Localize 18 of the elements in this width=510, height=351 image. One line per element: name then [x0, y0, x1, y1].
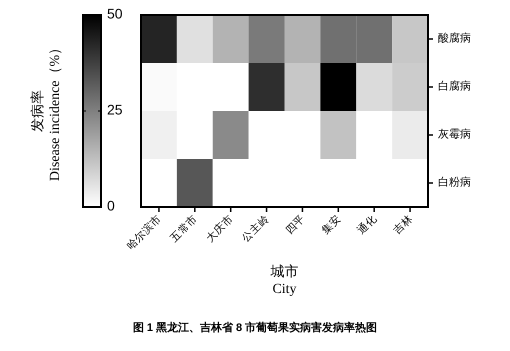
color-bar-title: 发病率 Disease incidence（%） [30, 40, 63, 182]
y-tick-label: 酸腐病 [438, 32, 471, 45]
x-tick-label: 四平 [284, 212, 308, 237]
x-tick-label: 五常市 [167, 212, 200, 244]
x-axis-title: 城市 City [270, 264, 298, 297]
x-tick-label: 大庆市 [203, 212, 236, 244]
x-tick-label: 通化 [354, 212, 380, 237]
y-tick-label: 白粉病 [438, 176, 471, 189]
x-tick-label: 公主岭 [239, 212, 272, 244]
text: 图 1 黑龙江、吉林省 8 市葡萄果实病害发病率热图 [132, 321, 378, 334]
x-tick-label: 集安 [318, 212, 344, 237]
color-bar-label: 0 [107, 198, 115, 214]
color-bar-label: 25 [107, 102, 123, 118]
y-tick-label: 白腐病 [438, 80, 471, 93]
x-tick-label: 吉林 [390, 212, 416, 237]
color-bar-label: 50 [107, 6, 123, 22]
y-tick-label: 灰霉病 [438, 128, 471, 141]
x-tick-label: 哈尔滨市 [124, 212, 164, 252]
